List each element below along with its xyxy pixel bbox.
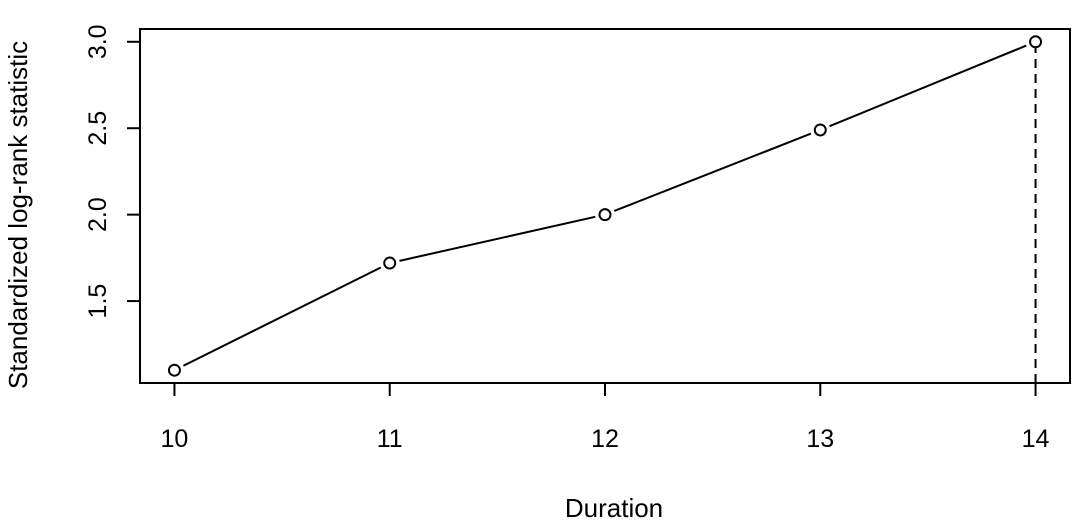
- y-tick-label: 1.5: [84, 284, 112, 319]
- x-axis: 10 11 12 13 14: [161, 382, 1050, 453]
- series-line-segment: [182, 266, 382, 367]
- series-line-segment: [613, 132, 812, 212]
- x-tick-label: 14: [1022, 425, 1050, 453]
- data-point: [598, 208, 612, 222]
- x-tick-label: 13: [806, 425, 834, 453]
- plot-box: [139, 28, 1071, 384]
- data-point: [813, 123, 827, 137]
- x-axis-title: Duration: [565, 493, 663, 523]
- y-tick-label: 2.5: [84, 111, 112, 146]
- y-axis-title: Standardized log-rank statistic: [3, 41, 33, 389]
- data-point: [383, 256, 397, 270]
- data-point: [1029, 35, 1043, 49]
- data-point: [167, 363, 181, 377]
- series-points-layer: [167, 35, 1043, 377]
- series-line-segment: [399, 215, 596, 262]
- y-tick-label: 2.0: [84, 197, 112, 232]
- x-tick-label: 11: [377, 425, 403, 453]
- y-axis: 1.5 2.0 2.5 3.0: [84, 24, 141, 319]
- series-line-layer: [182, 44, 1027, 367]
- x-tick-label: 12: [591, 425, 619, 453]
- series-line-segment: [829, 44, 1027, 128]
- y-tick-label: 3.0: [84, 24, 112, 59]
- x-tick-label: 10: [161, 425, 189, 453]
